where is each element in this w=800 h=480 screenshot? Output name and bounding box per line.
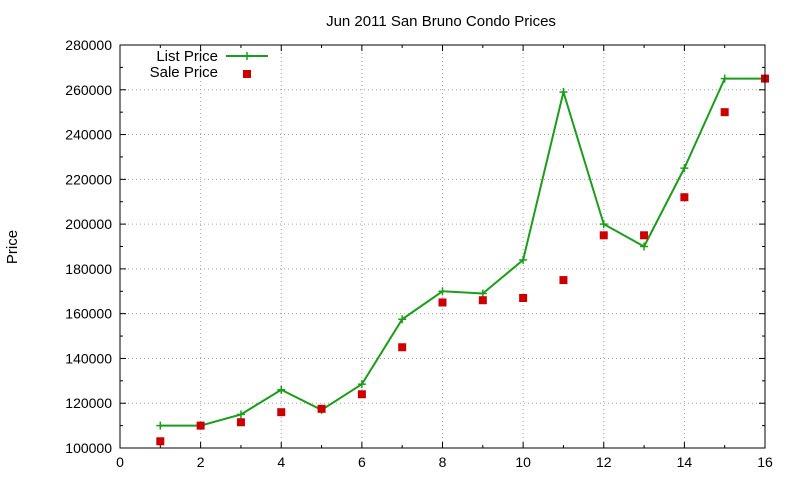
chart-title: Jun 2011 San Bruno Condo Prices — [326, 13, 556, 30]
sale-price-point — [720, 108, 729, 117]
sale-price-point — [519, 293, 528, 302]
x-tick-label: 4 — [277, 454, 285, 470]
legend-item: List Price — [156, 48, 268, 65]
sale-price-point — [640, 231, 649, 240]
list-price-point — [640, 242, 649, 251]
list-price-point — [720, 74, 729, 83]
y-tick-label: 160000 — [65, 306, 112, 322]
x-tick-label: 8 — [439, 454, 447, 470]
x-tick-label: 0 — [116, 454, 124, 470]
legend-plus-marker — [243, 52, 251, 60]
legend-label: List Price — [156, 48, 218, 65]
series-list-price — [156, 74, 769, 430]
y-tick-label: 260000 — [65, 82, 112, 98]
series-layer — [156, 74, 769, 446]
legend-square-marker — [243, 70, 251, 78]
y-axis-label: Price — [4, 230, 21, 264]
list-price-point — [236, 410, 245, 419]
x-tick-label: 16 — [757, 454, 773, 470]
y-tick-label: 240000 — [65, 127, 112, 143]
sale-price-point — [277, 408, 286, 417]
sale-price-point — [680, 193, 689, 202]
sale-price-point — [156, 437, 165, 446]
list-price-point — [357, 380, 366, 389]
y-tick-label: 280000 — [65, 37, 112, 53]
list-price-point — [156, 421, 165, 430]
x-tick-label: 2 — [197, 454, 205, 470]
x-tick-label: 10 — [515, 454, 531, 470]
x-tick-label: 6 — [358, 454, 366, 470]
list-price-point — [559, 88, 568, 97]
list-price-point — [438, 287, 447, 296]
plot-border — [119, 44, 766, 449]
list-price-point — [519, 255, 528, 264]
y-tick-label: 220000 — [65, 171, 112, 187]
sale-price-point — [236, 418, 245, 427]
y-tick-label: 100000 — [65, 440, 112, 456]
y-tick-label: 120000 — [65, 395, 112, 411]
tick-labels: 0 2 4 6 8 10 12 14 16 100000 120000 140000 160000 180… — [65, 37, 773, 470]
sale-price-point — [438, 298, 447, 307]
grid-lines — [120, 45, 765, 448]
x-tick-label: 12 — [596, 454, 612, 470]
sale-price-point — [559, 276, 568, 285]
list-price-point — [478, 289, 487, 298]
series-sale-price — [156, 74, 769, 446]
sale-price-point — [357, 390, 366, 399]
y-tick-label: 200000 — [65, 216, 112, 232]
list-price-line — [160, 77, 765, 427]
sale-price-point — [398, 343, 407, 352]
x-tick-label: 14 — [677, 454, 693, 470]
legend-label: Sale Price — [150, 64, 218, 81]
legend-item: Sale Price — [150, 64, 251, 81]
sale-price-point — [196, 421, 205, 430]
list-price-point — [398, 315, 407, 324]
list-price-point — [680, 164, 689, 173]
y-tick-label: 140000 — [65, 350, 112, 366]
sale-price-point — [599, 231, 608, 240]
sale-price-point — [317, 404, 326, 413]
sale-price-point — [478, 296, 487, 305]
y-tick-label: 180000 — [65, 261, 112, 277]
list-price-point — [277, 385, 286, 394]
list-price-point — [599, 220, 608, 229]
